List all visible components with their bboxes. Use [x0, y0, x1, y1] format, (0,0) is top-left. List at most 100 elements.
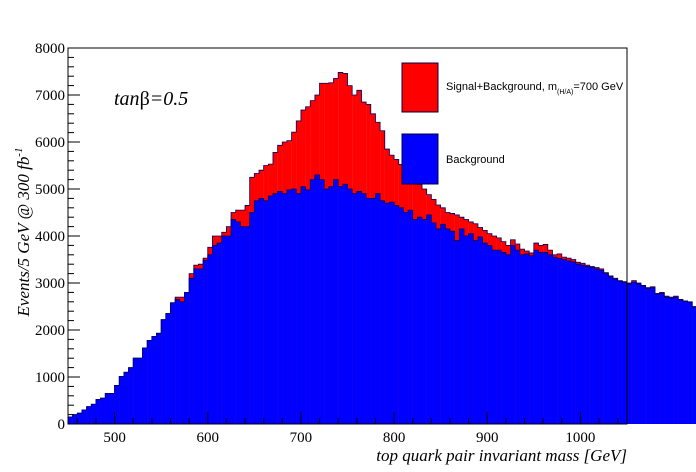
background-bin-120	[627, 283, 632, 424]
background-bin-81	[445, 228, 451, 424]
background-bin-8	[105, 393, 111, 424]
background-bin-53	[314, 174, 320, 424]
background-bin-7	[100, 398, 106, 424]
background-bin-41	[258, 198, 264, 424]
y-tick-label-5000: 5000	[35, 182, 65, 198]
background-bin-13	[128, 367, 134, 424]
background-bin-22	[170, 302, 176, 424]
background-bin-60	[347, 189, 353, 424]
background-bin-124	[645, 288, 651, 424]
background-bin-31	[212, 245, 218, 424]
y-axis-title-sup: -1	[13, 148, 25, 157]
background-bin-132	[682, 301, 688, 424]
background-bin-68	[384, 203, 390, 424]
background-bin-108	[571, 261, 576, 424]
background-bin-57	[333, 179, 339, 424]
background-outline	[68, 174, 696, 418]
y-axis-title: Events/5 GeV @ 300 fb-1	[13, 148, 33, 318]
y-tick-label-2000: 2000	[35, 323, 65, 339]
background-bin-83	[454, 240, 460, 424]
ticks-layer: 500 600 700 800 900 1000 0 1000 2000 3000 4000 5000…	[35, 41, 619, 446]
background-bin-27	[193, 268, 199, 424]
background-bin-62	[356, 191, 362, 424]
background-bin-75	[417, 217, 423, 424]
background-bin-15	[137, 358, 143, 424]
background-bin-35	[231, 219, 236, 424]
background-bin-102	[543, 252, 548, 424]
background-bin-29	[203, 260, 208, 424]
background-bin-100	[533, 250, 539, 424]
background-bin-119	[622, 282, 628, 424]
background-bin-39	[249, 212, 255, 424]
background-bin-42	[263, 200, 269, 424]
background-bin-38	[245, 226, 250, 424]
background-bin-19	[156, 333, 162, 424]
background-bin-11	[119, 376, 125, 424]
background-bin-110	[580, 265, 586, 424]
background-bin-77	[426, 214, 432, 424]
background-bin-69	[389, 202, 395, 424]
legend-label-signal-sub: (H/A)	[557, 89, 573, 96]
background-bin-91	[491, 250, 497, 424]
background-bin-111	[585, 266, 590, 424]
background-bin-28	[198, 268, 204, 424]
background-bin-16	[142, 347, 148, 424]
background-bin-115	[603, 273, 609, 424]
background-bin-73	[408, 210, 413, 424]
background-bin-54	[319, 179, 325, 424]
background-bin-70	[394, 205, 399, 424]
background-bin-45	[277, 191, 283, 424]
background-bin-18	[151, 336, 157, 424]
annotation-prefix: tan	[114, 88, 140, 110]
background-bin-14	[133, 358, 139, 424]
y-tick-label-3000: 3000	[35, 276, 65, 292]
x-tick-label-500: 500	[103, 430, 126, 446]
background-bin-26	[189, 278, 194, 424]
background-bin-129	[668, 298, 674, 424]
background-bin-134	[692, 306, 696, 424]
background-bin-12	[123, 372, 129, 424]
background-bin-95	[510, 245, 516, 424]
legend-label-signal: Signal+Background, m	[446, 81, 557, 93]
background-bin-117	[613, 279, 618, 424]
background-bin-25	[184, 292, 190, 424]
background-bin-59	[342, 184, 348, 424]
background-bin-67	[380, 200, 385, 424]
background-bin-63	[361, 193, 367, 424]
background-bin-106	[561, 259, 567, 424]
background-bin-24	[179, 301, 185, 424]
annotation-suffix: =0.5	[150, 88, 189, 110]
background-bin-88	[477, 236, 483, 424]
legend: Signal+Background, m(H/A)=700 GeV Backgr…	[401, 62, 624, 185]
background-bin-76	[422, 219, 427, 424]
background-bin-49	[296, 193, 302, 424]
background-bin-93	[501, 252, 507, 424]
background-bin-127	[659, 293, 665, 424]
signal-outline	[68, 72, 696, 418]
legend-swatch-signal	[401, 62, 439, 113]
background-bin-10	[114, 385, 120, 424]
background-bin-79	[436, 228, 441, 424]
y-axis-title-main: Events/5 GeV @ 300 fb	[14, 157, 33, 318]
background-bin-0	[68, 416, 73, 424]
background-bin-51	[305, 189, 311, 424]
background-bin-6	[95, 399, 101, 424]
background-bin-101	[538, 252, 544, 424]
legend-label-background: Background	[446, 154, 505, 166]
background-bin-97	[519, 254, 525, 424]
background-bin-84	[459, 228, 465, 424]
legend-label-signal-suffix: =700 GeV	[573, 81, 624, 93]
y-tick-label-8000: 8000	[35, 41, 65, 57]
background-bin-121	[631, 282, 637, 424]
background-bin-126	[654, 294, 660, 424]
background-bin-23	[175, 299, 180, 424]
background-bin-112	[589, 267, 595, 424]
background-bin-36	[235, 221, 241, 424]
background-bin-133	[687, 302, 693, 424]
background-bin-113	[594, 268, 600, 424]
background-bin-114	[599, 270, 604, 424]
bars-layer	[68, 72, 696, 425]
background-bin-46	[282, 193, 288, 424]
background-bin-82	[449, 231, 455, 424]
